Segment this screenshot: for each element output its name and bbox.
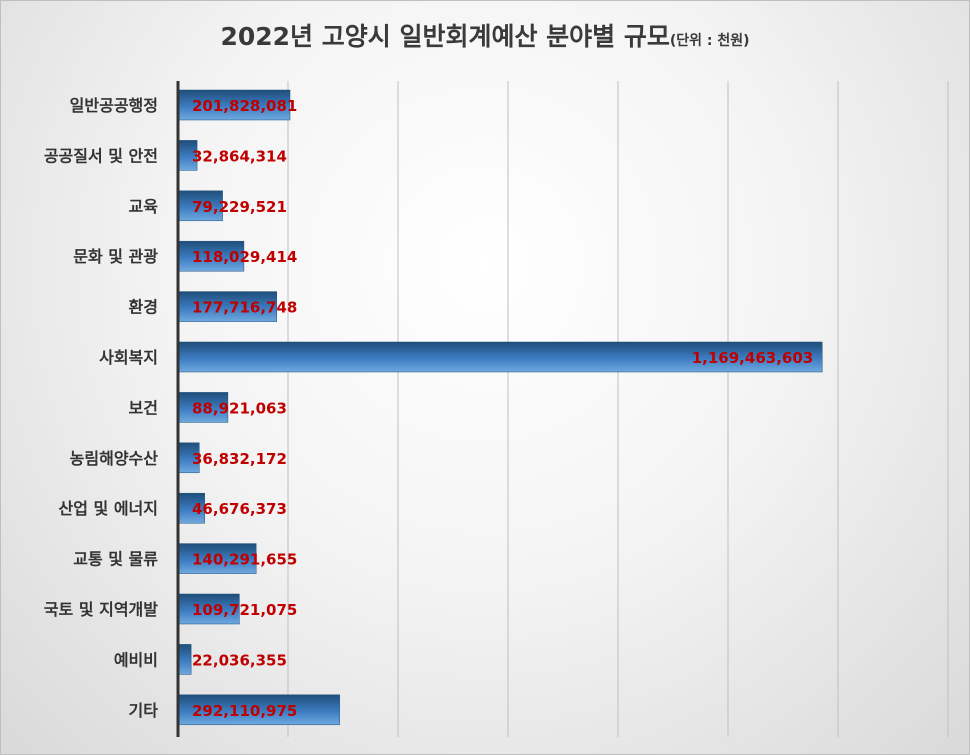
data-label: 88,921,063	[192, 399, 287, 417]
data-label: 109,721,075	[192, 601, 297, 619]
bar	[178, 89, 291, 121]
category-label: 국토 및 지역개발	[44, 600, 158, 619]
category-label: 기타	[129, 701, 159, 720]
category-label: 보건	[129, 398, 158, 417]
bar	[178, 694, 340, 726]
bar	[178, 341, 823, 373]
data-label: 22,036,355	[192, 651, 287, 669]
bar	[178, 240, 245, 272]
data-label: 292,110,975	[192, 702, 297, 720]
bar	[178, 392, 229, 423]
data-label: 32,864,314	[192, 147, 287, 165]
category-label: 문화 및 관광	[73, 247, 158, 266]
category-label: 농림해양수산	[70, 449, 159, 468]
category-label: 일반공공행정	[70, 96, 158, 115]
data-label: 201,828,081	[192, 97, 297, 115]
bars	[178, 89, 823, 726]
data-label: 140,291,655	[192, 551, 297, 569]
grid-lines	[287, 81, 949, 737]
data-label: 1,169,463,603	[692, 349, 813, 367]
bar	[178, 593, 240, 625]
category-label: 공공질서 및 안전	[44, 146, 158, 165]
data-label: 118,029,414	[192, 248, 297, 266]
category-label: 교육	[129, 197, 159, 216]
data-label: 177,716,748	[192, 299, 297, 317]
bar	[178, 190, 223, 222]
data-label: 79,229,521	[192, 198, 287, 216]
category-label: 환경	[129, 298, 158, 317]
value-labels: 201,828,081 32,864,314 79,229,521 118,029,4…	[192, 97, 813, 720]
bar	[178, 291, 277, 322]
bar	[178, 644, 192, 675]
category-label: 산업 및 에너지	[59, 499, 158, 518]
chart-title: 2022년 고양시 일반회계예산 분야별 규모	[220, 22, 670, 51]
data-label: 36,832,172	[192, 450, 287, 468]
category-label: 예비비	[114, 650, 158, 669]
bar	[178, 543, 257, 574]
category-label: 사회복지	[99, 348, 158, 367]
data-label: 46,676,373	[192, 500, 287, 518]
chart-unit-subtitle: (단위 : 천원)	[669, 33, 750, 49]
category-label: 교통 및 물류	[73, 550, 158, 569]
chart-title-block: 2022년 고양시 일반회계예산 분야별 규모(단위 : 천원)	[1, 17, 969, 53]
